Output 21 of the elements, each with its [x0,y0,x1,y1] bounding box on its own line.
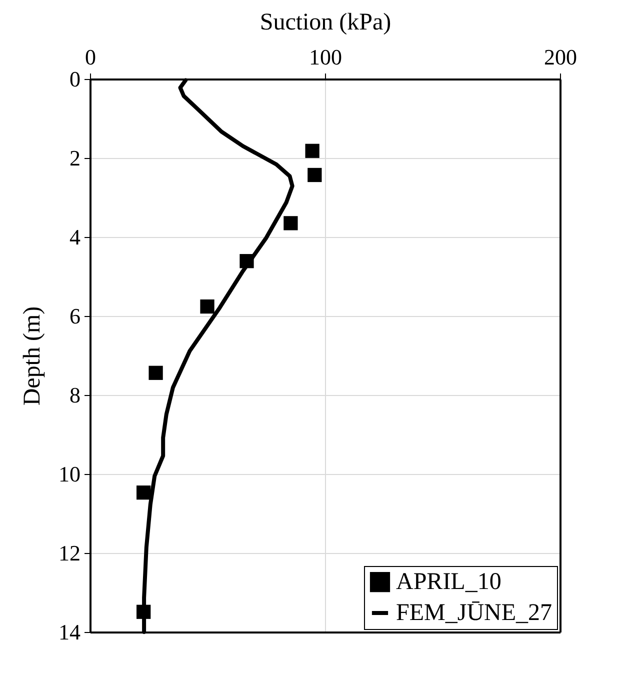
y-axis-title: Depth (m) [20,306,46,406]
point [148,366,163,380]
y-tick-label: 10 [58,462,80,486]
y-tick-label: 0 [70,66,80,92]
y-tick-label: 12 [58,540,80,566]
y-tick-label: 14 [58,620,80,644]
legend-label: FEM_JŪNE_27 [396,600,552,626]
y-tick-label: 4 [70,224,80,250]
point [305,144,320,158]
point [136,485,151,500]
x-tick-label: 200 [544,44,577,70]
point [308,168,322,182]
y-tick-label: 8 [70,382,80,408]
legend-label: APRIL_10 [396,569,502,595]
point [284,216,298,230]
point [200,299,214,314]
y-tick-label: 2 [70,146,80,170]
y-tick-label: 6 [70,304,80,328]
x-tick-label: 0 [85,44,96,70]
x-tick-label: 100 [309,44,342,70]
x-axis-title: Suction (kPa) [260,10,392,36]
